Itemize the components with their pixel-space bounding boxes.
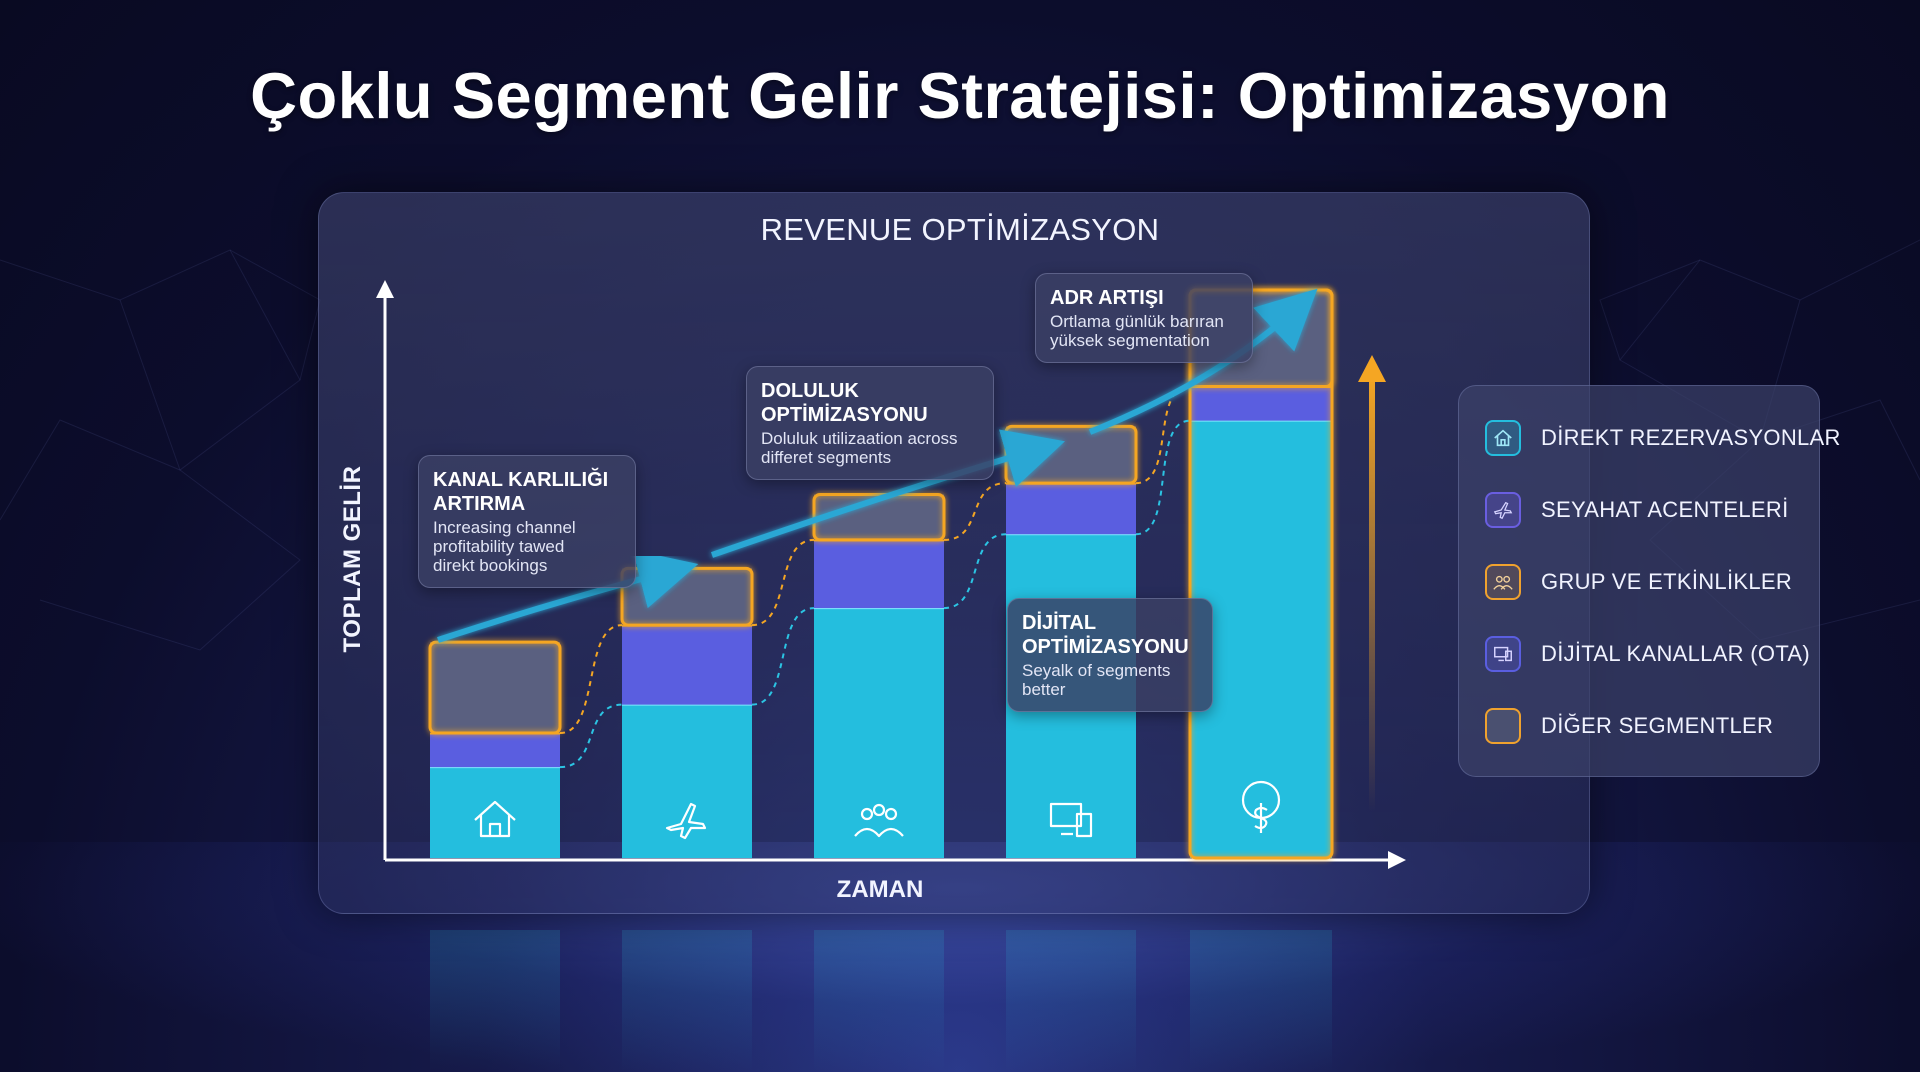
chart-title: REVENUE OPTİMİZASYON — [760, 212, 1160, 247]
bar-reflection — [622, 930, 752, 1072]
trend-arrow-1 — [437, 550, 699, 643]
connector-dashed-orange — [1135, 385, 1191, 485]
bar-top-outline — [428, 640, 562, 735]
callout-title: DOLULUK OPTİMİZASYONU — [761, 380, 928, 426]
legend-swatch — [1485, 708, 1521, 744]
house-icon — [474, 800, 516, 838]
bar-segment-direkt — [430, 767, 560, 858]
connector-dashed-teal — [943, 533, 1007, 610]
legend-label: DİJİTAL KANALLAR (OTA) — [1541, 641, 1811, 666]
trend-arrow-2 — [711, 429, 1066, 558]
connector-dashed-teal — [559, 703, 623, 769]
legend-item-grup: GRUP VE ETKİNLİKLER — [1485, 562, 1792, 602]
growth-arrow-shaft — [1369, 372, 1375, 812]
callout-text: Increasing channel profitability tawed d… — [433, 518, 576, 575]
bar-segment-dijital — [1006, 483, 1136, 535]
devices-icon — [1049, 802, 1093, 838]
airplane-icon — [1493, 501, 1513, 520]
bar-segment-dijital — [814, 539, 944, 609]
bar-reflection — [1190, 930, 1332, 1072]
bar-reflection — [1006, 930, 1136, 1072]
legend-item-seyahat: SEYAHAT ACENTELERİ — [1485, 490, 1788, 530]
legend-label: GRUP VE ETKİNLİKLER — [1541, 569, 1793, 594]
chart-legend: DİREKT REZERVASYONLAR SEYAHAT ACENTELERİ… — [1458, 385, 1840, 777]
page-title: Çoklu Segment Gelir Stratejisi: Optimiza… — [250, 59, 1670, 132]
bar-reflection — [430, 930, 560, 1072]
bar-segment-direkt — [622, 704, 752, 858]
bar-segment-dijital — [430, 733, 560, 768]
connector-dashed-orange — [943, 482, 1007, 541]
legend-swatch — [1485, 420, 1521, 456]
connector-dashed-teal — [1135, 419, 1191, 536]
legend-swatch — [1485, 636, 1521, 672]
trend-arrow-3 — [1088, 288, 1318, 435]
legend-label: SEYAHAT ACENTELERİ — [1541, 497, 1789, 522]
callout-text: Doluluk utilizaation across differet seg… — [761, 429, 958, 467]
connector-dashed-orange — [751, 538, 815, 627]
bar-segment-dijital — [1190, 386, 1332, 421]
bar-reflection — [814, 930, 944, 1072]
callout-kanal: KANAL KARLILIĞI ARTIRMA Increasing chann… — [418, 455, 636, 588]
connector-dashed-teal — [751, 607, 815, 706]
callout-text: Ortlama günlük barıran yüksek segmentati… — [1050, 312, 1224, 350]
house-icon — [1494, 429, 1512, 447]
legend-item-dijital: DİJİTAL KANALLAR (OTA) — [1485, 634, 1810, 674]
growth-arrow-head — [1358, 355, 1386, 382]
dollar-icon — [1241, 780, 1281, 833]
legend-label: DİREKT REZERVASYONLAR — [1541, 425, 1841, 450]
people-icon — [1493, 575, 1513, 590]
legend-swatch — [1485, 492, 1521, 528]
devices-icon — [1494, 646, 1512, 662]
x-axis-arrow — [1388, 851, 1406, 869]
callout-dijital: DİJİTAL OPTİMİZASYONU Seyalk of segments… — [1007, 598, 1213, 712]
bar-segment-direkt — [1190, 420, 1332, 858]
legend-item-diger: DİĞER SEGMENTLER — [1485, 706, 1773, 746]
people-icon — [854, 803, 904, 838]
callout-text: Seyalk of segments better — [1022, 661, 1171, 699]
callout-adr: ADR ARTIŞI Ortlama günlük barıran yüksek… — [1035, 273, 1253, 363]
callout-title: DİJİTAL OPTİMİZASYONU — [1022, 612, 1189, 658]
callout-title: KANAL KARLILIĞI ARTIRMA — [433, 469, 609, 515]
bar-segment-direkt — [814, 608, 944, 858]
legend-item-direkt: DİREKT REZERVASYONLAR — [1485, 418, 1841, 458]
legend-swatch — [1485, 564, 1521, 600]
legend-label: DİĞER SEGMENTLER — [1541, 713, 1774, 738]
x-axis-label: ZAMAN — [836, 876, 924, 903]
y-axis-arrow — [376, 280, 394, 298]
callout-title: ADR ARTIŞI — [1050, 287, 1164, 309]
bar-segment-dijital — [622, 625, 752, 705]
bar-segment-diger — [814, 494, 944, 540]
airplane-icon — [665, 802, 707, 840]
callout-doluluk: DOLULUK OPTİMİZASYONU Doluluk utilizaati… — [746, 366, 994, 480]
connector-dashed-orange — [559, 624, 623, 735]
bar-segment-diger — [430, 642, 560, 734]
